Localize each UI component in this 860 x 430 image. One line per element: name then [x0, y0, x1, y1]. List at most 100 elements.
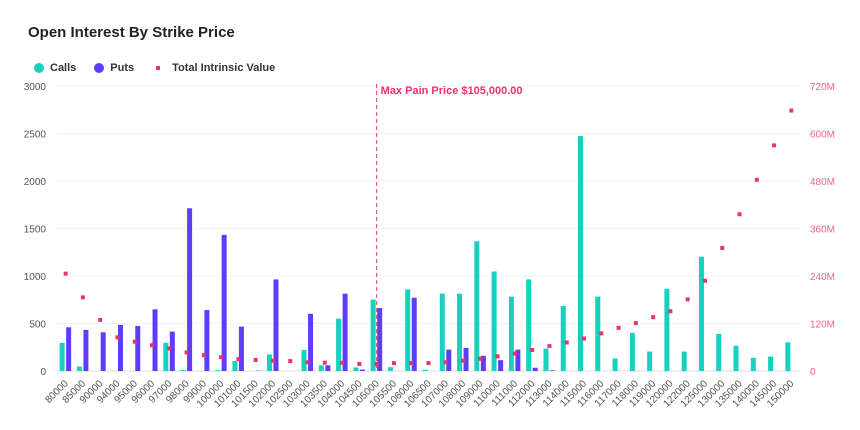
intrinsic-value-point [253, 357, 258, 362]
puts-bar [169, 331, 175, 371]
calls-bar [318, 365, 324, 371]
puts-bar [446, 349, 452, 371]
y2-tick-label: 720M [810, 82, 835, 93]
intrinsic-value-point [219, 355, 224, 360]
calls-bar [474, 241, 480, 371]
puts-bar [308, 313, 314, 371]
intrinsic-value-point [633, 321, 638, 326]
y-tick-label: 0 [40, 367, 46, 378]
calls-bar [457, 293, 463, 371]
intrinsic-value-point [754, 177, 759, 182]
puts-bar [100, 332, 106, 371]
intrinsic-value-point [270, 358, 275, 363]
intrinsic-value-point [599, 331, 604, 336]
calls-bar [163, 342, 169, 371]
calls-bar [681, 351, 687, 371]
y-tick-label: 2000 [24, 177, 47, 188]
calls-bar [578, 136, 584, 371]
intrinsic-value-point [737, 212, 742, 217]
puts-bar [66, 327, 72, 371]
calls-bar [716, 333, 722, 371]
calls-bar [301, 349, 307, 371]
legend: Calls Puts Total Intrinsic Value [34, 62, 275, 74]
legend-item-puts[interactable]: Puts [94, 62, 134, 74]
puts-bar [549, 370, 555, 371]
puts-swatch-icon [94, 63, 105, 73]
y2-tick-label: 0 [810, 367, 816, 378]
calls-bar [664, 288, 670, 371]
intrinsic-value-point [685, 297, 690, 302]
chart-title: Open Interest By Strike Price [28, 24, 235, 41]
intrinsic-value-point [322, 360, 327, 365]
intrinsic-value-point [720, 245, 725, 250]
intrinsic-value-point [236, 357, 241, 362]
intrinsic-value-point [167, 346, 172, 351]
calls-bar [76, 366, 82, 371]
intrinsic-value-point [547, 344, 552, 349]
legend-item-calls[interactable]: Calls [34, 62, 76, 74]
intrinsic-value-point [63, 271, 68, 276]
calls-bar [647, 351, 653, 371]
intrinsic-value-point [512, 351, 517, 356]
calls-bar [612, 358, 618, 371]
intrinsic-value-point [461, 358, 466, 363]
intrinsic-swatch-icon [156, 66, 161, 70]
y-tick-label: 1500 [24, 225, 47, 236]
puts-bar [463, 347, 469, 371]
legend-label: Total Intrinsic Value [172, 62, 276, 74]
intrinsic-value-point [616, 325, 621, 330]
intrinsic-value-point [115, 335, 120, 340]
intrinsic-value-point [443, 360, 448, 365]
intrinsic-value-point [772, 143, 777, 148]
calls-bar [180, 370, 186, 371]
calls-bar [526, 279, 532, 371]
calls-bar [560, 306, 566, 371]
intrinsic-value-point [564, 340, 569, 345]
calls-bar [785, 342, 791, 371]
puts-bar [480, 355, 486, 371]
intrinsic-value-point [374, 361, 379, 366]
calls-bar [336, 318, 342, 371]
calls-bar [491, 271, 497, 371]
y2-tick-label: 240M [810, 272, 835, 283]
intrinsic-value-point [305, 360, 310, 365]
calls-bar [215, 370, 221, 371]
puts-bar [377, 308, 383, 371]
calls-bar [266, 354, 272, 371]
calls-bar [768, 356, 774, 371]
puts-bar [117, 324, 123, 371]
calls-bar [422, 369, 428, 371]
puts-bar [325, 365, 331, 371]
calls-bar [508, 296, 514, 371]
intrinsic-value-point [98, 317, 103, 322]
legend-label: Puts [110, 62, 135, 74]
puts-bar [359, 369, 365, 371]
intrinsic-value-point [357, 361, 362, 366]
y2-tick-label: 360M [810, 225, 835, 236]
calls-bar [439, 293, 445, 371]
legend-label: Calls [50, 62, 77, 74]
puts-bar [498, 360, 504, 371]
calls-bar [59, 342, 65, 371]
puts-bar [273, 279, 279, 371]
calls-bar [353, 367, 359, 371]
calls-bar [595, 296, 601, 371]
intrinsic-value-point [201, 353, 206, 358]
intrinsic-value-point [409, 361, 414, 366]
intrinsic-value-point [789, 108, 794, 113]
legend-item-intrinsic[interactable]: Total Intrinsic Value [152, 62, 275, 74]
puts-bar [515, 349, 521, 371]
intrinsic-value-point [426, 361, 431, 366]
intrinsic-value-point [391, 361, 396, 366]
puts-bar [204, 310, 210, 371]
max-pain-label: Max Pain Price $105,000.00 [381, 85, 523, 97]
y2-tick-label: 480M [810, 177, 835, 188]
puts-bar [411, 297, 417, 371]
intrinsic-value-point [702, 278, 707, 283]
y-tick-label: 1000 [24, 272, 47, 283]
puts-bar [238, 326, 244, 371]
y-tick-label: 500 [29, 320, 46, 331]
y-tick-label: 2500 [24, 130, 47, 141]
intrinsic-value-point [80, 295, 85, 300]
